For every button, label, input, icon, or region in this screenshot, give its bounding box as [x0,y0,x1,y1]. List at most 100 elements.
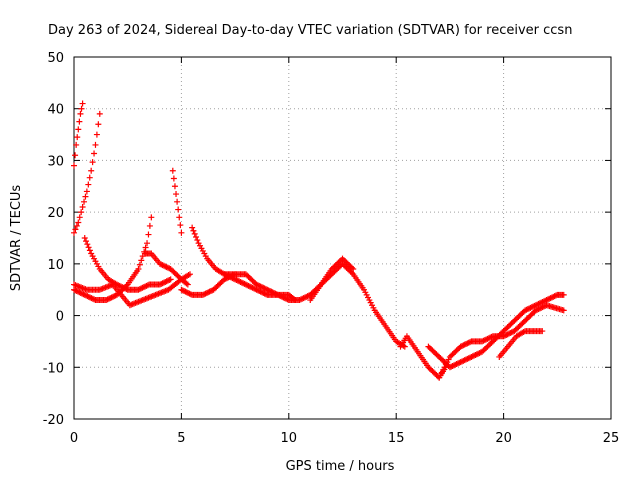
data-point [171,183,178,190]
data-point [81,235,88,241]
data-point [258,284,265,291]
data-point [183,280,190,287]
data-point [236,278,243,285]
data-point [536,300,543,307]
data-point [87,294,94,301]
data-point [253,286,260,293]
data-point [547,295,554,302]
data-point [479,338,486,345]
data-point [74,134,81,141]
data-point [254,282,261,289]
data-point [262,291,269,298]
data-point [117,283,124,290]
y-tick-label: -20 [43,413,64,428]
data-point [83,188,90,195]
data-point [524,306,531,313]
data-point [162,278,169,285]
data-point [201,291,208,298]
data-point [256,282,263,289]
data-point [487,334,494,341]
data-point [105,295,112,302]
data-point [221,271,228,278]
data-point [303,293,310,300]
data-point [186,271,193,278]
data-point [76,289,83,296]
data-point [463,341,470,348]
data-point [232,276,239,283]
data-point [454,360,461,367]
data-point [500,333,507,340]
data-point [279,293,286,300]
data-point [501,332,508,339]
data-point [246,283,253,290]
y-axis-label: SDTVAR / TECUs [9,185,24,292]
data-point [544,296,551,303]
data-point [472,352,479,359]
data-point [262,286,269,293]
data-point [457,359,464,366]
data-point [175,206,182,213]
data-point [78,105,85,112]
data-point [468,353,475,360]
data-point [76,118,83,125]
data-point [79,100,86,107]
data-point [71,286,77,293]
data-point [181,288,188,295]
data-point [174,198,181,205]
data-point [535,306,542,313]
data-point [234,277,241,284]
data-point [163,264,170,271]
data-point [182,288,189,295]
data-point [135,266,142,273]
data-point [526,305,533,312]
data-point [276,292,283,299]
data-point [144,282,151,289]
data-point [542,297,549,304]
data-point [560,291,567,298]
y-tick-label: 30 [47,154,64,169]
data-point [185,289,192,296]
data-point [89,295,96,302]
x-tick-label: 5 [177,431,185,446]
data-point [178,286,185,293]
x-axis-label: GPS time / hours [286,459,395,474]
data-point [230,275,237,282]
data-point [532,307,539,314]
data-point [96,110,103,117]
data-point [481,337,488,344]
axis-ticks [73,56,612,420]
data-point [73,288,80,295]
data-point [237,278,244,285]
data-point [95,121,102,128]
data-point [136,286,143,293]
data-point [250,285,257,292]
data-point [458,342,465,349]
data-point [275,291,282,298]
data-point [546,295,553,302]
data-point [85,293,92,300]
data-point [72,152,79,159]
data-point [91,150,98,157]
data-point [540,303,547,310]
data-point [173,191,180,198]
data-point [463,356,470,363]
data-point [91,296,98,303]
data-point [473,351,480,358]
series-arc-2 [71,100,86,169]
data-point [532,302,539,309]
data-point [536,305,543,312]
data-point [448,363,455,370]
data-point [93,131,100,138]
data-point [138,285,145,292]
series-arc-6 [141,250,191,288]
data-point [178,229,185,236]
data-point [116,282,123,289]
data-point [256,288,263,295]
data-point [75,288,82,295]
data-point [304,293,311,300]
data-point [104,296,111,303]
data-point [189,224,196,231]
data-point [85,181,92,188]
data-point [113,281,120,288]
data-point [84,293,91,300]
